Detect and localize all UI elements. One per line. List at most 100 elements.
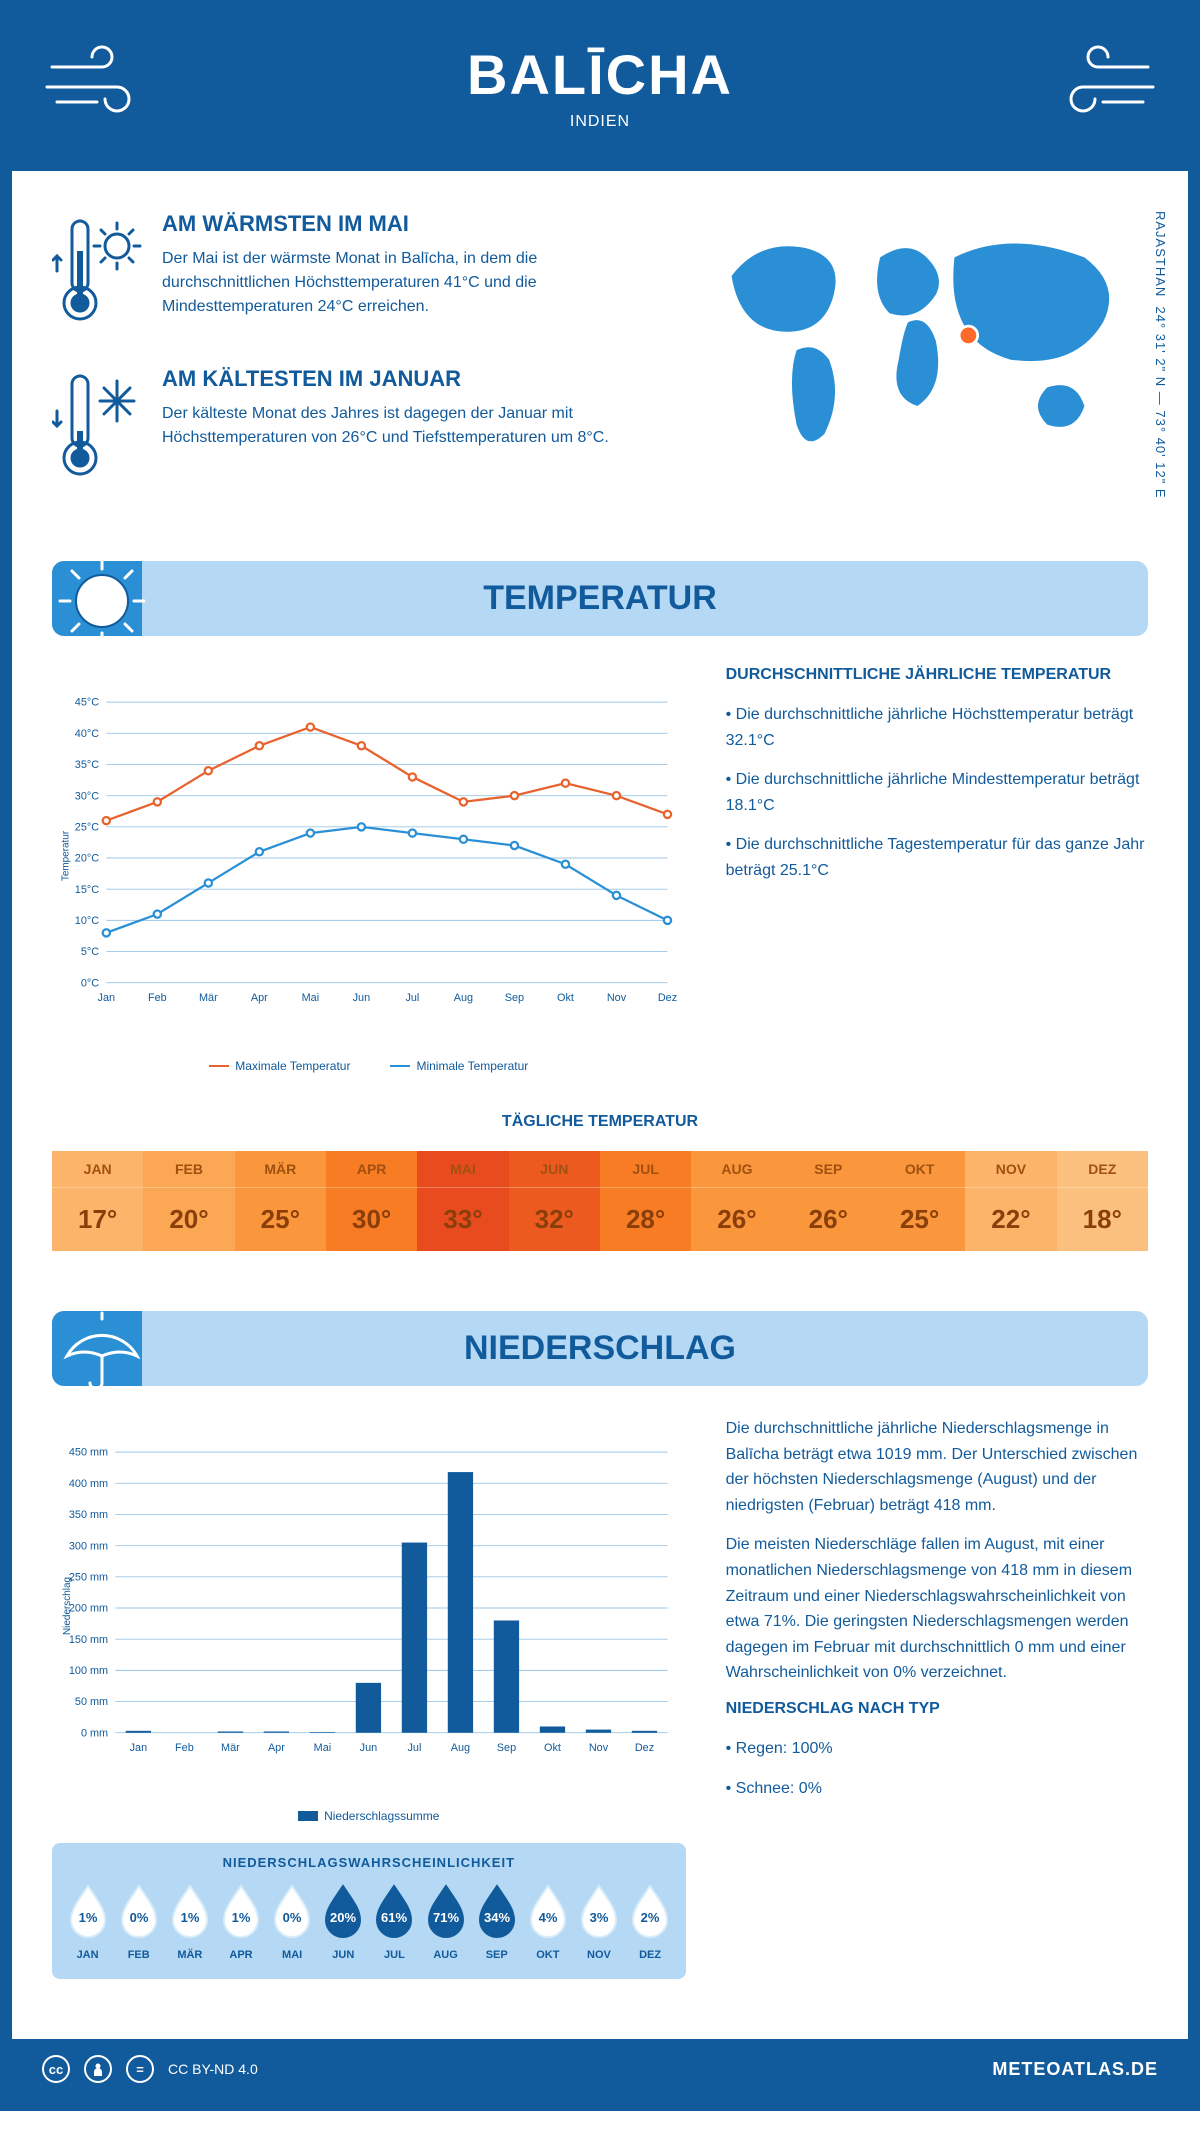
site-name: METEOATLAS.DE bbox=[992, 2059, 1158, 2080]
daily-temp-cell: SEP26° bbox=[783, 1151, 874, 1251]
daily-temp-cell: NOV22° bbox=[965, 1151, 1056, 1251]
svg-text:250 mm: 250 mm bbox=[69, 1571, 108, 1583]
svg-text:1%: 1% bbox=[78, 1910, 97, 1925]
probability-drop: 0%FEB bbox=[113, 1882, 164, 1961]
svg-text:30°C: 30°C bbox=[75, 790, 99, 802]
probability-drop: 0%MAI bbox=[267, 1882, 318, 1961]
svg-text:350 mm: 350 mm bbox=[69, 1509, 108, 1521]
section-header-precip: NIEDERSCHLAG bbox=[52, 1311, 1148, 1386]
svg-text:1%: 1% bbox=[180, 1910, 199, 1925]
precip-legend: Niederschlagssumme bbox=[52, 1809, 686, 1823]
probability-drop: 71%AUG bbox=[420, 1882, 471, 1961]
daily-temp-cell: AUG26° bbox=[691, 1151, 782, 1251]
temperature-info: DURCHSCHNITTLICHE JÄHRLICHE TEMPERATUR •… bbox=[726, 666, 1148, 1073]
daily-temp-cell: JAN17° bbox=[52, 1151, 143, 1251]
probability-drop: 1%APR bbox=[215, 1882, 266, 1961]
svg-text:20%: 20% bbox=[330, 1910, 356, 1925]
page-subtitle: INDIEN bbox=[12, 113, 1188, 131]
svg-text:2%: 2% bbox=[641, 1910, 660, 1925]
fact-warmest-text: Der Mai ist der wärmste Monat in Balīcha… bbox=[162, 247, 628, 319]
daily-temp-cell: DEZ18° bbox=[1057, 1151, 1148, 1251]
svg-text:35°C: 35°C bbox=[75, 759, 99, 771]
infographic-frame: BALĪCHA INDIEN AM WÄRMSTEN IM MAI Der Ma… bbox=[0, 0, 1200, 2111]
svg-text:10°C: 10°C bbox=[75, 915, 99, 927]
svg-text:40°C: 40°C bbox=[75, 728, 99, 740]
svg-text:5°C: 5°C bbox=[81, 946, 99, 958]
daily-temp-cell: MAI33° bbox=[417, 1151, 508, 1251]
footer: cc = CC BY-ND 4.0 METEOATLAS.DE bbox=[12, 2039, 1188, 2099]
svg-text:400 mm: 400 mm bbox=[69, 1478, 108, 1490]
map-marker bbox=[959, 326, 978, 345]
probability-drop: 61%JUL bbox=[369, 1882, 420, 1961]
svg-text:34%: 34% bbox=[484, 1910, 510, 1925]
svg-text:150 mm: 150 mm bbox=[69, 1634, 108, 1646]
probability-drop: 4%OKT bbox=[522, 1882, 573, 1961]
temperature-legend: Maximale Temperatur Minimale Temperatur bbox=[52, 1059, 686, 1073]
cc-icon: cc bbox=[42, 2055, 70, 2083]
fact-warmest: AM WÄRMSTEN IM MAI Der Mai ist der wärms… bbox=[52, 211, 628, 336]
license-text: CC BY-ND 4.0 bbox=[168, 2061, 258, 2077]
svg-text:Mär: Mär bbox=[199, 992, 218, 1004]
svg-text:Apr: Apr bbox=[268, 1742, 285, 1754]
svg-text:0%: 0% bbox=[129, 1910, 148, 1925]
svg-text:200 mm: 200 mm bbox=[69, 1603, 108, 1615]
daily-temp-title: TÄGLICHE TEMPERATUR bbox=[52, 1113, 1148, 1131]
svg-text:45°C: 45°C bbox=[75, 697, 99, 709]
svg-text:61%: 61% bbox=[381, 1910, 407, 1925]
svg-text:Aug: Aug bbox=[451, 1742, 470, 1754]
by-icon bbox=[84, 2055, 112, 2083]
svg-text:Okt: Okt bbox=[544, 1742, 561, 1754]
svg-text:20°C: 20°C bbox=[75, 853, 99, 865]
daily-temp-cell: APR30° bbox=[326, 1151, 417, 1251]
svg-text:Niederschlag: Niederschlag bbox=[62, 1577, 73, 1635]
svg-text:Jan: Jan bbox=[130, 1742, 148, 1754]
svg-text:Mai: Mai bbox=[314, 1742, 332, 1754]
svg-text:Temperatur: Temperatur bbox=[60, 830, 71, 881]
svg-text:4%: 4% bbox=[538, 1910, 557, 1925]
svg-text:3%: 3% bbox=[590, 1910, 609, 1925]
probability-drop: 2%DEZ bbox=[625, 1882, 676, 1961]
fact-warmest-title: AM WÄRMSTEN IM MAI bbox=[162, 211, 628, 237]
svg-text:25°C: 25°C bbox=[75, 821, 99, 833]
nd-icon: = bbox=[126, 2055, 154, 2083]
daily-temp-cell: JUN32° bbox=[509, 1151, 600, 1251]
svg-text:300 mm: 300 mm bbox=[69, 1540, 108, 1552]
daily-temp-cell: FEB20° bbox=[143, 1151, 234, 1251]
svg-text:Aug: Aug bbox=[454, 992, 473, 1004]
section-header-temperature: TEMPERATUR bbox=[52, 561, 1148, 636]
svg-text:Feb: Feb bbox=[175, 1742, 194, 1754]
svg-text:71%: 71% bbox=[433, 1910, 459, 1925]
daily-temp-cell: OKT25° bbox=[874, 1151, 965, 1251]
header: BALĪCHA INDIEN bbox=[12, 12, 1188, 171]
probability-drop: 3%NOV bbox=[573, 1882, 624, 1961]
svg-text:450 mm: 450 mm bbox=[69, 1447, 108, 1459]
coordinates: RAJASTHAN 24° 31' 2" N — 73° 40' 12" E bbox=[1153, 211, 1168, 499]
probability-drop: 1%MÄR bbox=[164, 1882, 215, 1961]
svg-text:1%: 1% bbox=[232, 1910, 251, 1925]
fact-coldest: AM KÄLTESTEN IM JANUAR Der kälteste Mona… bbox=[52, 366, 628, 491]
svg-text:Dez: Dez bbox=[658, 992, 677, 1004]
wind-icon bbox=[42, 42, 162, 122]
thermometer-hot-icon bbox=[52, 211, 142, 331]
svg-text:Nov: Nov bbox=[607, 992, 627, 1004]
probability-drop: 34%SEP bbox=[471, 1882, 522, 1961]
svg-text:0%: 0% bbox=[283, 1910, 302, 1925]
svg-text:Sep: Sep bbox=[505, 992, 524, 1004]
daily-temp-cell: MÄR25° bbox=[235, 1151, 326, 1251]
svg-text:Jul: Jul bbox=[407, 1742, 421, 1754]
probability-drop: 20%JUN bbox=[318, 1882, 369, 1961]
world-map bbox=[668, 211, 1148, 471]
svg-text:100 mm: 100 mm bbox=[69, 1665, 108, 1677]
thermometer-cold-icon bbox=[52, 366, 142, 486]
svg-text:Jan: Jan bbox=[98, 992, 116, 1004]
svg-text:0 mm: 0 mm bbox=[81, 1727, 108, 1739]
intro-section: AM WÄRMSTEN IM MAI Der Mai ist der wärms… bbox=[52, 211, 1148, 521]
svg-text:50 mm: 50 mm bbox=[75, 1696, 108, 1708]
umbrella-icon bbox=[52, 1301, 152, 1401]
sun-icon bbox=[52, 551, 152, 651]
daily-temp-cell: JUL28° bbox=[600, 1151, 691, 1251]
svg-text:Mai: Mai bbox=[302, 992, 320, 1004]
fact-coldest-title: AM KÄLTESTEN IM JANUAR bbox=[162, 366, 628, 392]
page-title: BALĪCHA bbox=[12, 42, 1188, 107]
precipitation-bar-chart: 0 mm 50 mm 100 mm 150 mm 200 mm 250 mm 300 mm 3… bbox=[52, 1416, 686, 1796]
